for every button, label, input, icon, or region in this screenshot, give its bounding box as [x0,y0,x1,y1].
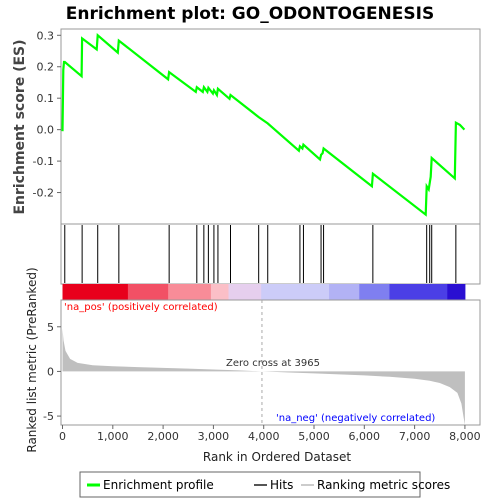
heat-segment [210,284,229,300]
x-tick-label: 1,000 [97,430,129,443]
es-y-tick-label: -0.1 [33,155,54,168]
zero-cross-label: Zero cross at 3965 [226,358,320,369]
x-tick-label: 3,000 [198,430,230,443]
rank-y-tick-label: 0 [47,365,54,378]
ranking-heatmap-bar [62,284,466,300]
hits-frame [60,223,481,285]
es-y-tick-label: 0.0 [37,124,55,137]
es-y-tick-label: 0.1 [37,92,55,105]
x-tick-label: 8,000 [449,430,481,443]
x-tick-label: 6,000 [349,430,381,443]
legend-hits-label: Hits [270,478,293,492]
x-tick-label: 2,000 [147,430,179,443]
es-axis-label: Enrichment score (ES) [12,39,28,214]
es-y-tick-label: 0.2 [37,61,55,74]
legend-ranking-label: Ranking metric scores [317,478,450,492]
enrichment-profile-line [61,33,466,217]
x-tick-label: 0 [59,430,66,443]
ranking-panel: -5 0 5 0 1,000 2,000 3,000 4,000 5,000 6,000 7,00… [25,267,481,464]
hits-panel [60,223,481,285]
neg-correlated-label: 'na_neg' (negatively correlated) [276,413,435,424]
legend-box [79,471,421,498]
rank-y-tick-label: 5 [47,321,54,334]
x-axis-label: Rank in Ordered Dataset [203,450,351,464]
heat-segment [389,284,448,300]
heat-segment [127,284,169,300]
enrichment-panel: -0.2 -0.1 0.0 0.1 0.2 0.3 Enrichment score (E… [12,28,481,225]
chart-title: Enrichment plot: GO_ODONTOGENESIS [66,4,434,24]
legend-enrichment-label: Enrichment profile [103,478,214,492]
es-y-tick-label: 0.3 [37,29,55,42]
ranking-frame [60,299,481,426]
heat-segment [359,284,390,300]
heat-segment [447,284,466,300]
rank-y-tick-label: -5 [43,410,54,423]
hit-lines [64,225,457,283]
ranking-y-ticks: -5 0 5 [43,321,61,423]
legend: Enrichment profile Hits Ranking metric s… [79,471,450,498]
enrichment-y-ticks: -0.2 -0.1 0.0 0.1 0.2 0.3 [33,29,61,200]
heat-segment [329,284,360,300]
pos-correlated-label: 'na_pos' (positively correlated) [64,302,218,313]
ranking-y-axis-label: Ranked list metric (PreRanked) [25,267,39,452]
ranking-x-ticks: 0 1,000 2,000 3,000 4,000 5,000 6,000 7,000 8,00… [59,425,481,443]
x-tick-label: 7,000 [399,430,431,443]
x-tick-label: 5,000 [298,430,330,443]
x-tick-label: 4,000 [248,430,280,443]
es-y-tick-label: -0.2 [33,187,54,200]
heat-segment [168,284,212,300]
heat-segment [228,284,262,300]
heat-segment [62,284,129,300]
heat-segment [261,284,330,300]
